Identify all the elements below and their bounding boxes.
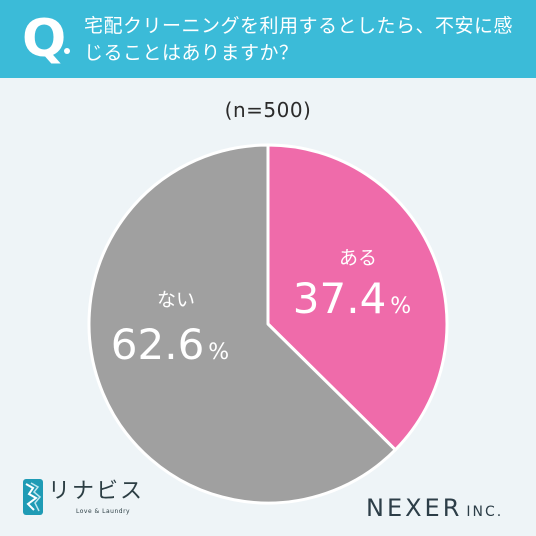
company-logo: NEXER INC. [366,494,503,522]
brand-tagline: Love & Laundry [76,508,131,515]
slice-value-label: 37.4% [293,274,411,323]
company-name: NEXER [366,494,463,522]
pie-slice-yes [266,143,449,452]
pie-labels: ある 37.4 % ない 62.6% [111,247,411,369]
pie-slices [87,143,449,505]
slice-category-label: ある [339,247,377,269]
pie-slice-no [87,143,397,505]
company-suffix: INC. [466,504,504,520]
question-text: 宅配クリーニングを利用するとしたら、不安に感じることはありますか？ [84,15,514,64]
rinavis-logo-icon [23,479,43,515]
slice-value-label: 62.6% [111,320,229,369]
q-dot-icon [64,48,70,54]
slice-category-label: ない [157,289,195,311]
q-mark: Q [22,9,67,69]
question-header: Q 宅配クリーニングを利用するとしたら、不安に感じることはありますか？ [0,0,536,78]
brand-name: リナビス [48,479,145,504]
sample-size-label: (n=500) [224,98,312,122]
